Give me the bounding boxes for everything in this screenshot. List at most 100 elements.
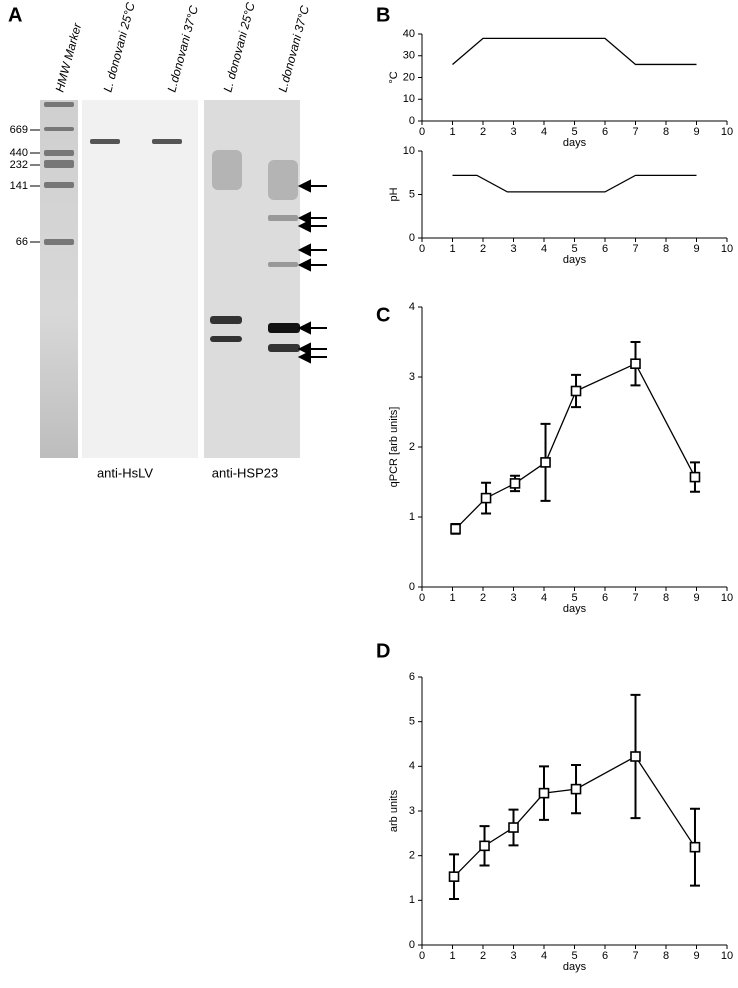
lane-label: L. donovani 25°C [220, 1, 257, 94]
y-tick-label: 0 [409, 581, 415, 593]
marker-label: 669 [10, 124, 28, 136]
y-tick-label: 5 [409, 716, 415, 728]
x-axis-label: days [563, 961, 587, 973]
x-tick-label: 1 [449, 950, 455, 962]
marker [689, 471, 701, 483]
y-axis-label: qPCR [arb units] [388, 407, 400, 488]
y-tick-label: 6 [409, 671, 415, 683]
y-tick-label: 10 [403, 93, 415, 105]
marker [630, 751, 641, 762]
x-tick-label: 6 [602, 243, 608, 255]
marker [450, 523, 461, 535]
y-tick-label: 3 [409, 371, 415, 383]
panel-letter: A [8, 4, 22, 26]
y-tick-label: 4 [409, 301, 415, 313]
x-tick-label: 1 [449, 126, 455, 138]
x-tick-label: 1 [449, 243, 455, 255]
x-tick-label: 3 [510, 950, 516, 962]
x-tick-label: 7 [632, 243, 638, 255]
y-tick-label: 3 [409, 805, 415, 817]
marker [509, 478, 521, 489]
x-axis-label: days [563, 603, 587, 615]
x-tick-label: 0 [419, 950, 425, 962]
x-tick-label: 2 [480, 592, 486, 604]
x-tick-label: 6 [602, 126, 608, 138]
y-tick-label: 2 [409, 441, 415, 453]
y-tick-label: 1 [409, 894, 415, 906]
marker [508, 822, 519, 833]
x-tick-label: 0 [419, 592, 425, 604]
x-tick-label: 9 [693, 592, 699, 604]
x-tick-label: 8 [663, 243, 669, 255]
x-tick-label: 4 [541, 126, 547, 138]
x-tick-label: 9 [693, 950, 699, 962]
x-tick-label: 10 [721, 592, 733, 604]
y-tick-label: 0 [409, 939, 415, 951]
x-tick-label: 2 [480, 243, 486, 255]
x-tick-label: 2 [480, 950, 486, 962]
lane-label: L.donovani 37°C [164, 4, 201, 94]
x-tick-label: 6 [602, 950, 608, 962]
y-axis-label: arb units [388, 789, 400, 832]
y-tick-label: 4 [409, 760, 415, 772]
y-tick-label: 30 [403, 50, 415, 62]
marker-label: 141 [10, 180, 28, 192]
x-tick-label: 4 [541, 592, 547, 604]
marker [630, 358, 641, 370]
x-tick-label: 8 [663, 950, 669, 962]
marker-label: 232 [10, 159, 28, 171]
x-tick-label: 10 [721, 243, 733, 255]
x-tick-label: 5 [571, 950, 577, 962]
x-tick-label: 0 [419, 243, 425, 255]
marker [540, 457, 551, 468]
y-axis-label: °C [388, 71, 400, 83]
marker [479, 840, 490, 852]
x-tick-label: 8 [663, 592, 669, 604]
x-tick-label: 10 [721, 950, 733, 962]
x-tick-label: 7 [632, 126, 638, 138]
x-tick-label: 3 [510, 592, 516, 604]
marker-label: 440 [10, 147, 28, 159]
marker [480, 492, 492, 504]
x-tick-label: 3 [510, 126, 516, 138]
data-line [453, 755, 696, 878]
y-axis-label: pH [388, 187, 400, 201]
x-axis-label: days [563, 137, 587, 149]
marker [448, 871, 460, 882]
x-tick-label: 1 [449, 592, 455, 604]
y-tick-label: 1 [409, 511, 415, 523]
y-tick-label: 10 [403, 145, 415, 157]
x-tick-label: 4 [541, 950, 547, 962]
y-tick-label: 0 [409, 115, 415, 127]
x-tick-label: 9 [693, 126, 699, 138]
x-tick-label: 4 [541, 243, 547, 255]
x-tick-label: 7 [632, 950, 638, 962]
y-tick-label: 5 [409, 188, 415, 200]
y-tick-label: 20 [403, 71, 415, 83]
panel-letter: C [376, 304, 390, 326]
x-tick-label: 5 [571, 126, 577, 138]
data-line [452, 37, 697, 66]
x-tick-label: 5 [571, 592, 577, 604]
x-tick-label: 8 [663, 126, 669, 138]
x-tick-label: 0 [419, 126, 425, 138]
y-tick-label: 0 [409, 232, 415, 244]
caption: anti-HsLV [97, 465, 153, 480]
x-tick-label: 9 [693, 243, 699, 255]
x-tick-label: 5 [571, 243, 577, 255]
gel-image [30, 100, 327, 458]
panel-letter: B [376, 4, 390, 26]
x-axis-label: days [563, 254, 587, 266]
marker [689, 841, 701, 853]
y-tick-label: 2 [409, 850, 415, 862]
x-tick-label: 3 [510, 243, 516, 255]
x-tick-label: 10 [721, 126, 733, 138]
panel-letter: D [376, 640, 390, 662]
y-tick-label: 40 [403, 28, 415, 40]
marker [570, 385, 582, 397]
x-tick-label: 6 [602, 592, 608, 604]
marker [570, 783, 582, 795]
marker [538, 787, 550, 799]
x-tick-label: 7 [632, 592, 638, 604]
